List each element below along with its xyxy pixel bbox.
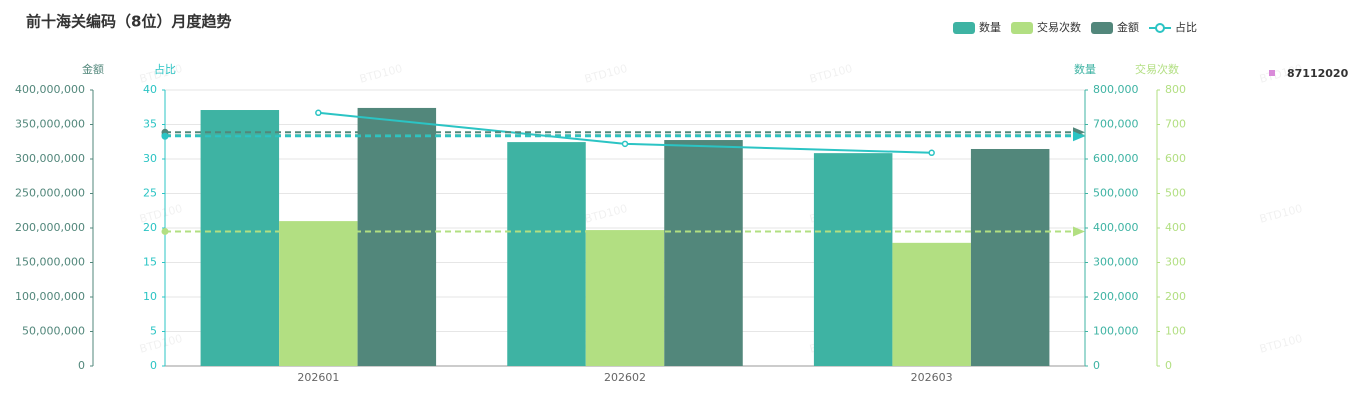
y-tick-label: 200,000 [1093, 290, 1139, 303]
y-tick-label: 400,000 [1093, 221, 1139, 234]
average-start [161, 227, 169, 235]
y-tick-label: 100,000 [1093, 325, 1139, 338]
bar [585, 230, 665, 366]
bar [813, 153, 893, 366]
y-tick-label: 400 [1165, 221, 1186, 234]
y-axis-title: 金额 [82, 62, 104, 76]
y-tick-label: 10 [143, 290, 157, 303]
bar [357, 107, 437, 366]
y-tick-label: 500 [1165, 187, 1186, 200]
y-tick-label: 200 [1165, 290, 1186, 303]
y-tick-label: 0 [1165, 359, 1172, 372]
y-tick-label: 100 [1165, 325, 1186, 338]
y-tick-label: 0 [78, 359, 85, 372]
line-point [315, 109, 322, 117]
y-tick-label: 0 [1093, 359, 1100, 372]
average-arrow [1073, 226, 1085, 237]
legend-label: 交易次数 [1037, 20, 1081, 34]
legend-label: 金额 [1117, 20, 1139, 34]
y-tick-label: 500,000 [1093, 187, 1139, 200]
bar [507, 142, 586, 366]
legend-icon [1011, 22, 1033, 34]
bar [892, 242, 971, 366]
y-axis-title: 占比 [154, 62, 176, 76]
y-tick-label: 600 [1165, 152, 1186, 165]
y-tick-label: 250,000,000 [15, 187, 85, 200]
legend-icon [953, 22, 975, 34]
y-axis-title: 交易次数 [1135, 62, 1179, 76]
y-tick-label: 50,000,000 [22, 325, 85, 338]
average-arrow [1073, 131, 1085, 142]
y-tick-label: 700,000 [1093, 118, 1139, 131]
y-tick-label: 30 [143, 152, 157, 165]
x-tick-label: 202601 [297, 371, 339, 384]
bar [970, 148, 1050, 366]
x-tick-label: 202602 [604, 371, 646, 384]
y-tick-label: 400,000,000 [15, 83, 85, 96]
line-point [621, 140, 629, 148]
y-tick-label: 150,000,000 [15, 256, 85, 269]
y-tick-label: 35 [143, 118, 157, 131]
y-tick-label: 600,000 [1093, 152, 1139, 165]
side-legend-icon [1269, 70, 1275, 76]
y-tick-label: 350,000,000 [15, 118, 85, 131]
bar [200, 110, 280, 366]
y-tick-label: 800 [1165, 83, 1186, 96]
y-tick-label: 800,000 [1093, 83, 1139, 96]
bar [664, 140, 743, 366]
y-tick-label: 300,000,000 [15, 152, 85, 165]
y-tick-label: 300,000 [1093, 256, 1139, 269]
side-legend-label: 87112020 [1287, 67, 1349, 80]
bar [279, 221, 358, 366]
y-tick-label: 100,000,000 [15, 290, 85, 303]
y-tick-label: 0 [150, 359, 157, 372]
line-point [928, 149, 935, 157]
legend-label: 占比 [1175, 20, 1197, 34]
y-tick-label: 20 [143, 221, 157, 234]
average-start [161, 132, 169, 140]
y-tick-label: 40 [143, 83, 157, 96]
legend-icon [1155, 23, 1165, 33]
y-axis-title: 数量 [1074, 63, 1096, 76]
y-tick-label: 25 [143, 187, 157, 200]
chart-title: 前十海关编码（8位）月度趋势 [26, 13, 231, 31]
y-tick-label: 5 [150, 325, 157, 338]
y-tick-label: 700 [1165, 118, 1186, 131]
x-tick-label: 202603 [911, 371, 953, 384]
legend-label: 数量 [979, 21, 1001, 34]
y-tick-label: 15 [143, 256, 157, 269]
y-tick-label: 200,000,000 [15, 221, 85, 234]
y-tick-label: 300 [1165, 256, 1186, 269]
legend-icon [1091, 22, 1113, 34]
